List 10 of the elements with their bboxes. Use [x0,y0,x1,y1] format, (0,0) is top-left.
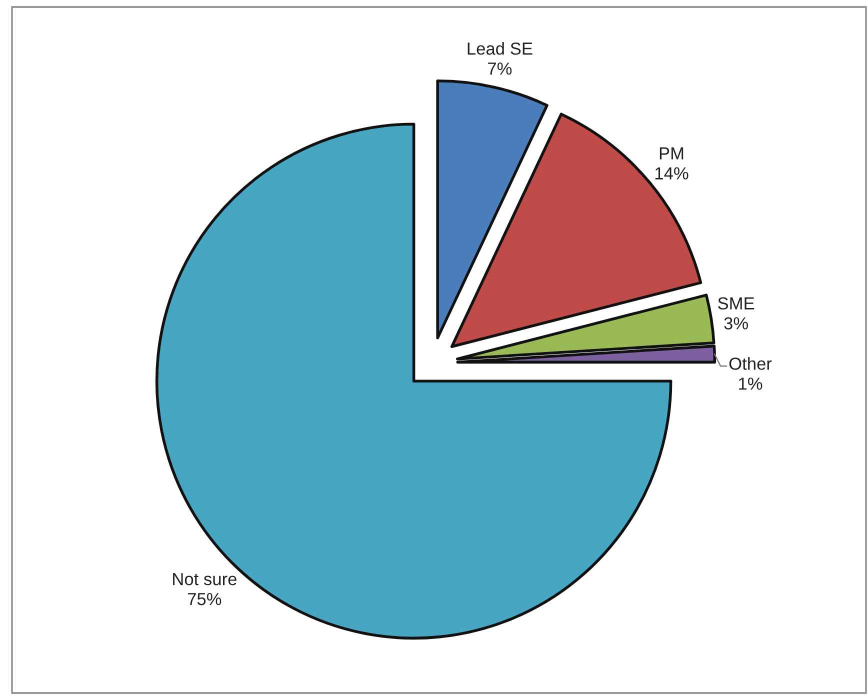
slice-label: PM [660,147,684,160]
slice-label: Not sure [173,573,236,586]
data-label: 1% [739,378,762,390]
data-label: 75% [188,592,222,606]
slice-label: Other [729,357,772,370]
data-label: 7% [488,62,512,75]
data-label: 3% [724,317,748,330]
slice-label: SME [718,297,754,310]
data-label: 14% [655,167,688,180]
slice-label: Lead SE [468,42,532,55]
